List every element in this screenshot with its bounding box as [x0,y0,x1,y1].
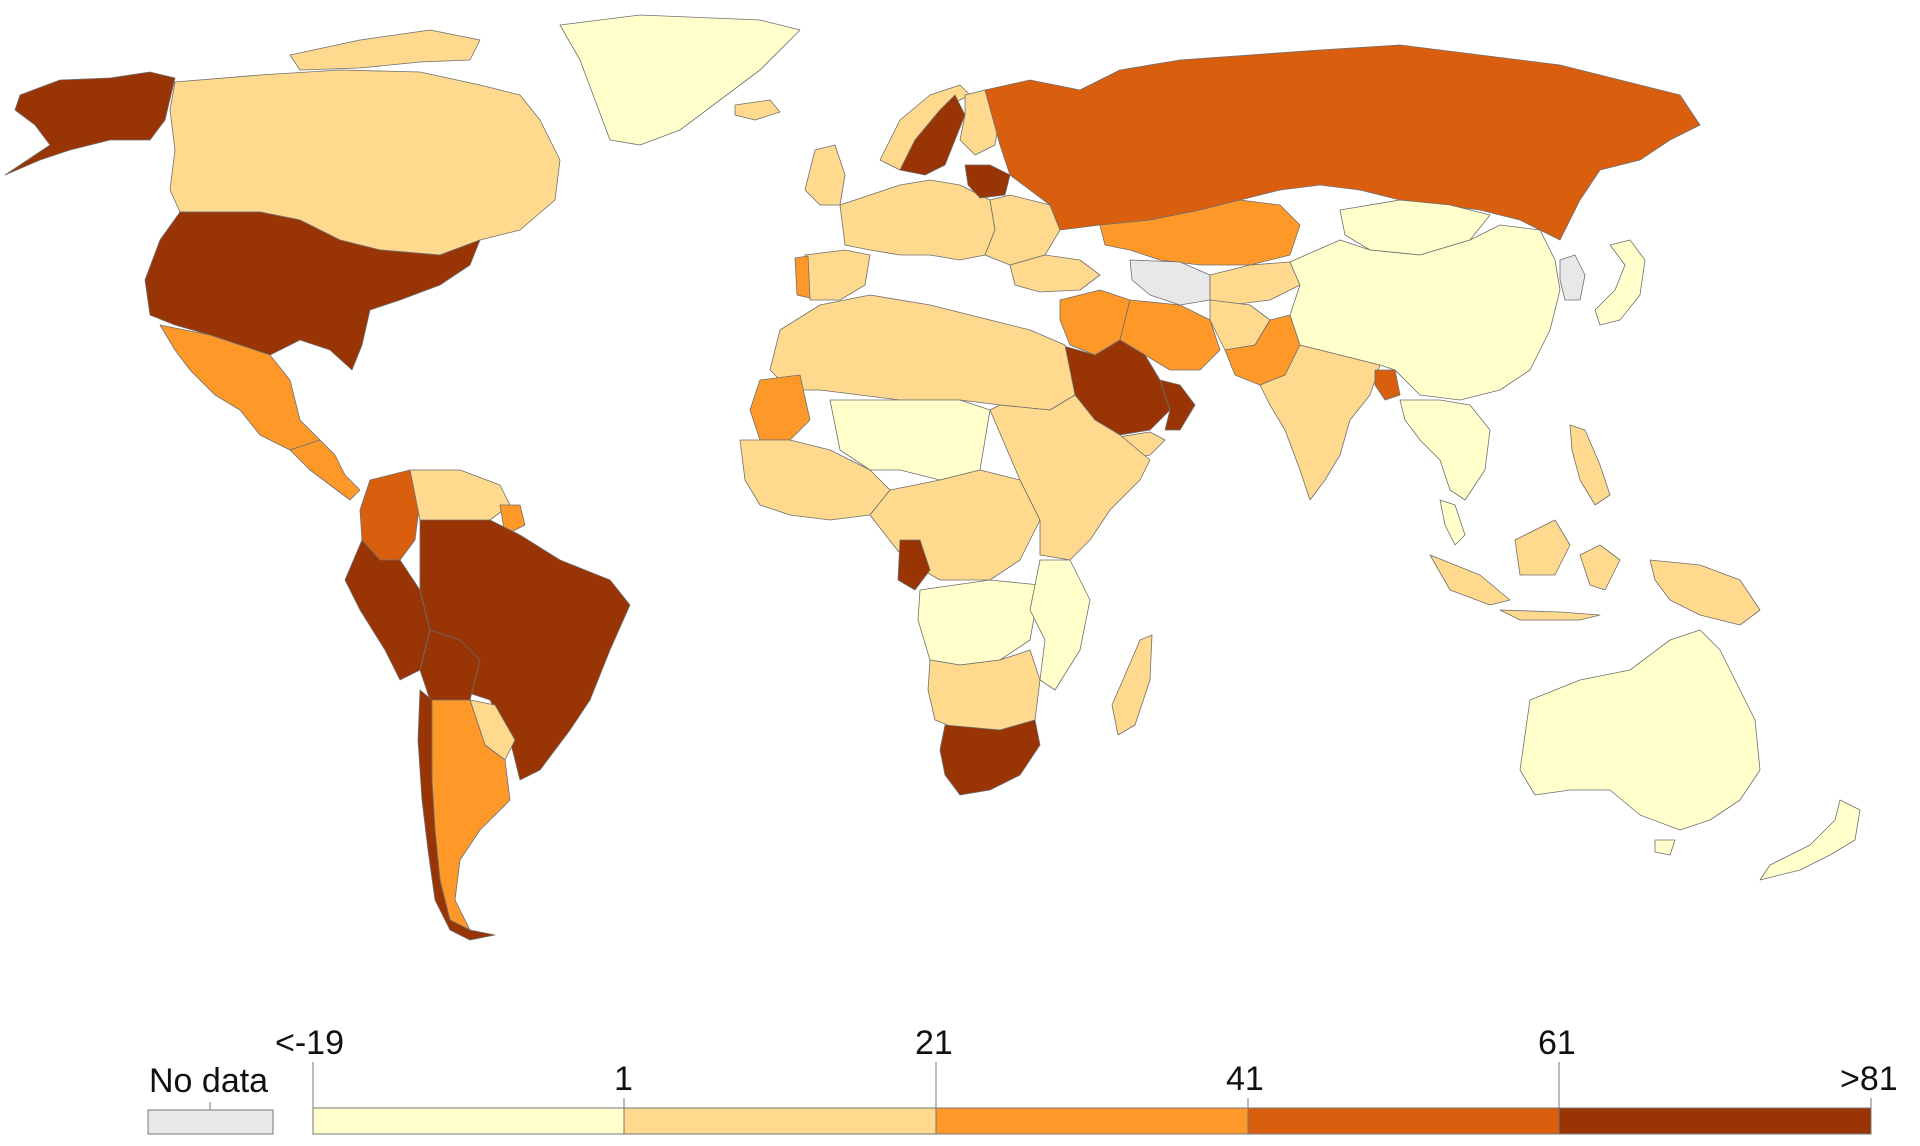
legend-lower-label: 41 [1226,1060,1264,1098]
region-central-asia-east [1209,261,1301,306]
region-png [1649,559,1761,626]
region-uk-ireland [804,144,846,206]
region-southeast-asia [1399,399,1491,501]
legend-class-2 [623,1107,937,1135]
region-north-africa [769,294,1076,411]
legend-no-data-swatch [147,1109,274,1135]
region-central-america [289,439,361,501]
region-eastern-europe [984,194,1061,266]
region-colombia [359,469,421,561]
region-greenland [559,14,801,146]
legend-upper-label: 21 [915,1024,953,1062]
legend-upper-label: 61 [1538,1024,1576,1062]
region-south-africa [939,719,1041,796]
region-suriname-guiana [499,504,526,536]
region-western-europe [839,179,996,261]
region-tasmania [1654,839,1676,856]
legend-lower-label: 1 [614,1060,633,1098]
region-bangladesh [1374,369,1401,401]
map-layer [4,14,1861,941]
region-east-africa [989,394,1151,561]
region-philippines [1569,424,1611,506]
region-new-zealand [1759,799,1861,881]
region-korea [1559,254,1586,301]
region-venezuela-guyana [409,469,511,526]
region-baltics-belarus [964,164,1011,199]
region-peru [344,539,431,681]
region-indonesia [1429,519,1621,621]
legend-lower-label: >81 [1840,1060,1898,1098]
legend-class-3 [935,1107,1249,1135]
legend: No data <-19 21 61 1 41 >81 [147,1024,1898,1135]
legend-upper-label: <-19 [275,1024,344,1062]
region-turkey [1009,254,1101,293]
region-alaska [4,71,176,176]
legend-no-data-label: No data [149,1062,268,1100]
region-mozambique [1029,559,1091,691]
region-china [1289,224,1561,401]
region-central-africa [869,469,1041,581]
legend-class-1 [312,1107,625,1135]
region-gabon [897,539,931,591]
region-malaysia [1439,499,1466,546]
region-iberia [804,249,871,301]
region-chile [417,689,496,941]
region-usa [144,211,481,371]
region-mauritania [749,374,811,441]
region-madagascar [1111,634,1153,736]
legend-class-5 [1558,1107,1872,1135]
region-oman [1159,379,1196,431]
legend-class-4 [1247,1107,1560,1135]
region-japan [1594,239,1646,326]
region-portugal [794,255,811,299]
region-iceland [734,99,781,121]
region-central-asia-west [1129,259,1211,306]
region-congo-basin [917,579,1041,666]
region-kazakhstan [1099,199,1301,266]
region-north-america-islands [289,29,481,71]
region-australia [1519,629,1761,831]
